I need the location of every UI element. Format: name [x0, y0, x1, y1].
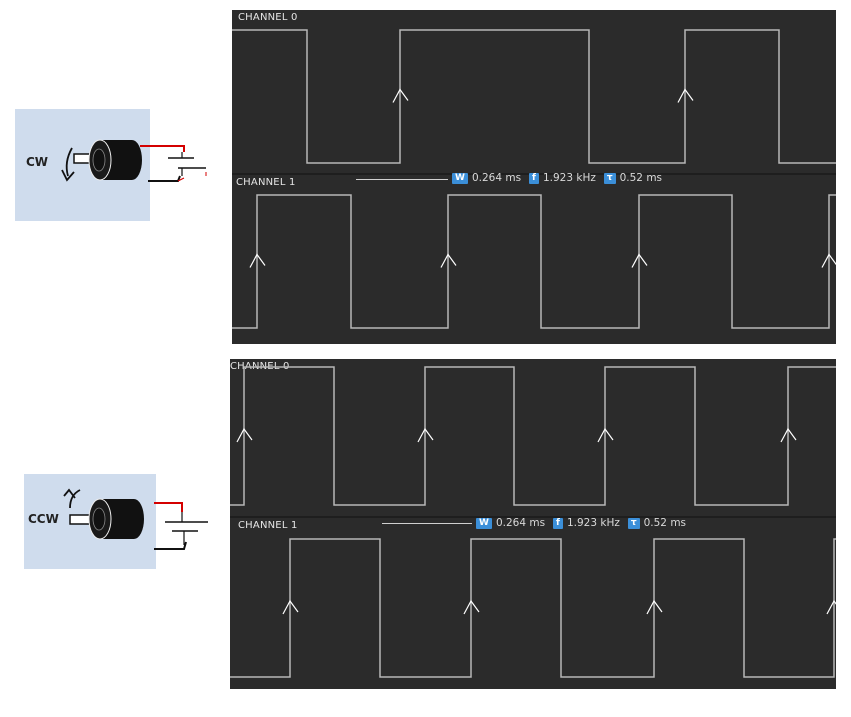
edge-marker	[826, 599, 836, 615]
width-icon: W	[452, 172, 468, 184]
edge-marker	[417, 427, 434, 443]
frequency-value: 1.923 kHz	[542, 172, 596, 184]
period-icon: τ	[627, 517, 640, 529]
edge-marker	[463, 599, 480, 615]
battery-icon	[165, 512, 208, 545]
ccw-waveforms	[230, 366, 836, 678]
cw-motor-panel: CW	[15, 109, 150, 221]
measurement-bar: W 0.264 ms f 1.923 kHz τ 0.52 ms	[474, 517, 692, 529]
motor-direction-label: CW	[26, 155, 49, 169]
edge-marker	[631, 253, 648, 268]
edge-marker	[597, 427, 614, 443]
period-icon: τ	[603, 172, 616, 184]
motor-direction-label: CCW	[28, 512, 59, 526]
edge-marker	[646, 599, 663, 615]
channel-1-panel: CHANNEL 1	[232, 175, 836, 344]
frequency-icon: f	[529, 172, 539, 184]
measure-bracket	[356, 179, 448, 180]
wire-red	[154, 502, 183, 512]
channel-1-trace	[232, 194, 836, 329]
channel-1-panel: CHANNEL 1	[230, 518, 836, 689]
channel-0-trace	[232, 29, 836, 164]
cw-waveforms	[232, 29, 836, 329]
channel-1-trace	[230, 538, 836, 678]
edge-marker	[780, 427, 797, 443]
edge-marker	[677, 88, 694, 103]
frequency-icon: f	[553, 517, 563, 529]
wire-black	[148, 175, 181, 182]
edge-marker	[440, 253, 457, 268]
period-value: 0.52 ms	[643, 517, 687, 529]
channel-0-panel: CHANNEL 0	[230, 359, 836, 516]
measurement-bar: W 0.264 ms f 1.923 kHz τ 0.52 ms	[450, 172, 668, 184]
channel-label: CHANNEL 0	[238, 12, 298, 23]
channel-0-panel: CHANNEL 0	[232, 10, 836, 173]
width-value: 0.264 ms	[495, 517, 546, 529]
ccw-motor-panel: CCW	[24, 474, 156, 569]
edge-marker	[392, 88, 409, 103]
edge-marker	[282, 599, 299, 615]
edge-marker	[236, 427, 253, 443]
measure-bracket	[382, 523, 472, 524]
frequency-value: 1.923 kHz	[566, 517, 620, 529]
cw-logic-analyzer: CHANNEL 0 CHANNEL 1 W 0.264 ms f 1.923 k…	[232, 10, 836, 344]
channel-0-trace	[230, 366, 836, 506]
edge-marker	[821, 253, 836, 268]
width-icon: W	[476, 517, 492, 529]
ccw-logic-analyzer: CHANNEL 0 CHANNEL 1 W 0.264 ms f 1.923 k…	[230, 359, 836, 689]
edge-marker	[249, 253, 266, 268]
width-value: 0.264 ms	[471, 172, 522, 184]
battery-icon	[168, 152, 207, 176]
period-value: 0.52 ms	[619, 172, 663, 184]
channel-label: CHANNEL 1	[236, 177, 296, 188]
channel-label: CHANNEL 1	[238, 520, 298, 531]
wire-black	[154, 541, 187, 550]
